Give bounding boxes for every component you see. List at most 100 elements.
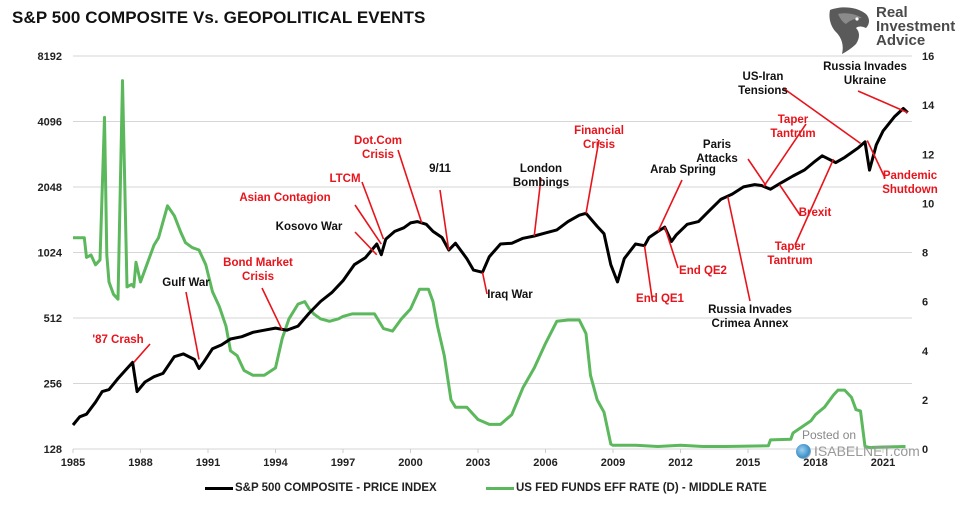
annotation-label-line: London [520, 163, 562, 175]
annotation-leader-line [726, 196, 751, 302]
x-axis-tick-label: 2000 [398, 457, 422, 469]
annotation-label-line: Taper [778, 114, 809, 126]
right-axis-tick-label: 4 [922, 346, 929, 358]
annotation-label-line: Russia Invades [823, 61, 907, 73]
annotation-label-line: Asian Contagion [239, 192, 330, 204]
annotation-label: Taper Tantrum [770, 114, 815, 140]
right-axis-tick-label: 6 [922, 297, 928, 309]
annotation-label-line: Crisis [362, 149, 394, 161]
annotation-leader-line [763, 123, 807, 187]
annotation-leader-line [778, 184, 801, 216]
annotation-label: 9/11 [429, 163, 451, 175]
right-axis-tick-label: 16 [922, 51, 934, 63]
annotation-label-line: Arab Spring [650, 164, 716, 176]
logo: Real Investment Advice [826, 4, 976, 54]
watermark-posted: Posted on [802, 428, 857, 442]
annotation-label-line: Bombings [513, 177, 569, 189]
annotation-label: Taper Tantrum [767, 241, 812, 267]
x-axis-tick-label: 1988 [128, 457, 152, 469]
annotation-leader-line [354, 204, 382, 245]
annotation-label-line: US-Iran [743, 71, 784, 83]
annotation-label-line: Taper [775, 241, 806, 253]
annotation-label-line: Tensions [738, 85, 788, 97]
x-axis-tick-label: 1997 [331, 457, 355, 469]
globe-icon [796, 444, 811, 459]
annotation-leader-line [643, 245, 653, 299]
left-axis-ticks: 8192 4096 2048 1024 512 256 128 [38, 51, 63, 456]
annotation-label-line: End QE2 [679, 265, 727, 277]
annotation-label-line: Ukraine [844, 75, 886, 87]
annotation-label-line: Gulf War [162, 277, 210, 289]
annotation-label-line: Crisis [242, 271, 274, 283]
annotation-label-line: Crimea Annex [712, 318, 790, 330]
annotation-label-line: End QE1 [636, 293, 685, 305]
x-axis-tick-label: 2009 [601, 457, 625, 469]
logo-line-2: Investment [876, 18, 956, 35]
watermark-site: ISABELNET.com [814, 443, 920, 459]
annotation-label-line: Dot.Com [354, 135, 402, 147]
annotation-label-line: Crisis [583, 139, 615, 151]
annotation-label-line: LTCM [329, 173, 360, 185]
series-line-sp500 [71, 107, 909, 426]
annotation-label-line: Attacks [696, 153, 738, 165]
annotation-leader-line [261, 287, 283, 331]
x-axis-tick-label: 2021 [871, 457, 895, 469]
annotation-label: Asian Contagion [239, 192, 330, 204]
legend-item-fed-funds: US FED FUNDS EFF RATE (D) - MIDDLE RATE [486, 482, 767, 494]
annotation-label: US-Iran Tensions [738, 71, 788, 97]
x-axis-tick-label: 1985 [61, 457, 85, 469]
annotation-leader-line [857, 90, 909, 114]
x-axis-ticks: 1985 1988 1991 1994 1997 2000 2003 2006 2009 2012… [61, 449, 895, 469]
left-axis-tick-label: 1024 [38, 248, 63, 260]
right-axis-tick-label: 12 [922, 149, 934, 161]
annotation-label-line: Pandemic [883, 170, 938, 182]
x-axis-tick-label: 2018 [803, 457, 827, 469]
annotation-label-line: Shutdown [882, 184, 938, 196]
logo-line-1: Real [876, 4, 908, 21]
annotation-label-line: Paris [703, 139, 731, 151]
eagle-head-icon [829, 7, 869, 54]
x-axis-tick-label: 1994 [263, 457, 288, 469]
x-axis-tick-label: 2003 [466, 457, 490, 469]
annotation-label-line: Bond Market [223, 257, 293, 269]
annotation-label: Financial Crisis [574, 125, 624, 151]
annotation-leader-line [481, 272, 488, 295]
annotation-label: End QE1 [636, 293, 685, 305]
annotation-leader-line [185, 291, 200, 360]
annotation-leader-line [747, 158, 767, 186]
annotation-label: Paris Attacks [696, 139, 738, 165]
annotation-leader-line [133, 343, 151, 363]
annotation-label-line: Tantrum [770, 128, 815, 140]
legend-swatch-fed-funds [486, 486, 514, 490]
x-axis-tick-label: 1991 [196, 457, 220, 469]
annotation-label-line: Kosovo War [276, 221, 343, 233]
chart-title: S&P 500 COMPOSITE Vs. GEOPOLITICAL EVENT… [12, 8, 426, 27]
annotation-label-line: Tantrum [767, 255, 812, 267]
annotation-leader-line [397, 149, 423, 224]
annotation-label-line: Financial [574, 125, 624, 137]
left-axis-tick-label: 8192 [38, 51, 62, 63]
annotation-label: LTCM [329, 173, 360, 185]
left-axis-tick-label: 2048 [38, 182, 62, 194]
annotation-leader-line [439, 189, 450, 251]
left-axis-tick-label: 512 [44, 313, 62, 325]
annotation-leader-line [866, 140, 886, 179]
left-axis-tick-label: 128 [44, 444, 62, 456]
right-axis-tick-label: 0 [922, 444, 928, 456]
left-axis-tick-label: 4096 [38, 117, 62, 129]
annotation-label: Kosovo War [276, 221, 343, 233]
annotation-label: Gulf War [162, 277, 210, 289]
annotation-label-line: '87 Crash [92, 334, 143, 346]
annotation-label: Iraq War [487, 289, 533, 301]
annotation-leader-line [657, 179, 683, 232]
right-axis-tick-label: 10 [922, 198, 934, 210]
annotation-leader-line [782, 87, 861, 145]
annotation-label-line: Iraq War [487, 289, 533, 301]
x-axis-tick-label: 2012 [668, 457, 692, 469]
right-axis-tick-label: 2 [922, 395, 928, 407]
annotation-label: Russia Invades Crimea Annex [708, 304, 792, 330]
legend-item-sp500: S&P 500 COMPOSITE - PRICE INDEX [205, 482, 437, 494]
annotation-leader-line [794, 158, 835, 246]
left-axis-tick-label: 256 [44, 379, 62, 391]
